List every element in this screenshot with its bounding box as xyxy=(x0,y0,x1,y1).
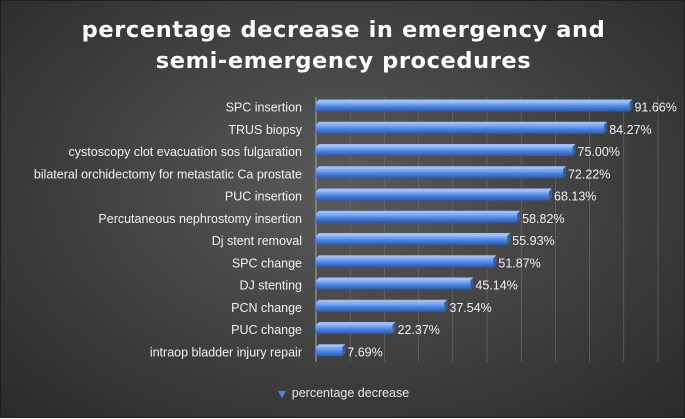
bar-side-face xyxy=(517,210,521,223)
category-label: SPC change xyxy=(232,256,302,270)
bar-top-face xyxy=(316,233,511,236)
chart-title-line-2: semi-emergency procedures xyxy=(155,48,532,74)
legend-label: percentage decrease xyxy=(291,386,410,400)
data-label: 72.22% xyxy=(568,167,610,181)
value-labels: 91.66% 84.27% 75.00% 72.22% 68.13% 58.82% 55.9… xyxy=(347,101,677,360)
data-label: 51.87% xyxy=(498,256,540,270)
bar-side-face xyxy=(470,277,474,290)
category-label: DJ stenting xyxy=(239,279,302,293)
chart-title-line-1: percentage decrease in emergency and xyxy=(81,17,606,43)
bar-side-face xyxy=(572,144,576,156)
data-label: 58.82% xyxy=(522,212,564,226)
category-label: Percutaneous nephrostomy insertion xyxy=(98,212,302,226)
bar-top-face xyxy=(316,188,553,192)
category-label: Dj stent removal xyxy=(212,234,302,248)
data-label: 55.93% xyxy=(512,234,554,248)
bar xyxy=(316,124,605,134)
category-label: PUC insertion xyxy=(225,190,302,204)
bar-top-face xyxy=(316,277,474,281)
bar xyxy=(316,302,445,312)
bar xyxy=(316,169,563,179)
gridlines xyxy=(315,97,659,362)
data-label: 45.14% xyxy=(475,279,517,293)
bar-side-face xyxy=(392,322,396,334)
bar-side-face xyxy=(493,255,497,268)
bar-top-face xyxy=(316,299,448,303)
bar-side-face xyxy=(342,344,346,357)
bar xyxy=(316,213,518,223)
bar-top-face xyxy=(316,255,497,259)
category-label: SPC insertion xyxy=(226,101,302,115)
data-label: 91.66% xyxy=(634,101,676,115)
bar xyxy=(316,280,471,290)
bars xyxy=(316,99,633,357)
bar-side-face xyxy=(562,166,566,179)
category-label: cystoscopy clot evacuation sos fulgarati… xyxy=(69,145,303,159)
bar-side-face xyxy=(507,233,511,245)
data-label: 84.27% xyxy=(609,123,651,137)
bar xyxy=(316,325,393,334)
chart-title: percentage decrease in emergency and sem… xyxy=(1,15,685,77)
legend-marker-icon xyxy=(277,390,286,398)
category-label: intraop bladder injury repair xyxy=(150,345,302,359)
data-label: 68.13% xyxy=(554,190,596,204)
bar-top-face xyxy=(316,344,346,348)
category-label: PUC change xyxy=(231,323,302,337)
category-label: PCN change xyxy=(231,301,302,315)
bar-top-face xyxy=(316,322,396,325)
bar-top-face xyxy=(316,210,521,214)
category-labels: SPC insertion TRUS biopsy cystoscopy clot … xyxy=(34,101,303,360)
bar xyxy=(316,258,494,268)
bar-side-face xyxy=(629,99,633,112)
bar-top-face xyxy=(316,121,608,125)
bar xyxy=(316,191,550,201)
data-label: 7.69% xyxy=(347,345,382,359)
bar xyxy=(316,347,343,357)
category-label: bilateral orchidectomy for metastatic Ca… xyxy=(34,167,302,181)
bar xyxy=(316,236,508,245)
bar xyxy=(316,102,630,112)
data-label: 37.54% xyxy=(449,301,491,315)
bar-top-face xyxy=(316,166,566,170)
bar-side-face xyxy=(604,121,608,134)
legend: percentage decrease xyxy=(1,386,685,400)
bar-side-face xyxy=(444,299,448,312)
bar-top-face xyxy=(316,99,633,103)
category-label: TRUS biopsy xyxy=(228,123,302,137)
bar-side-face xyxy=(549,188,553,201)
data-label: 75.00% xyxy=(578,145,620,159)
bar-top-face xyxy=(316,144,576,147)
bar xyxy=(316,147,573,156)
data-label: 22.37% xyxy=(398,323,440,337)
